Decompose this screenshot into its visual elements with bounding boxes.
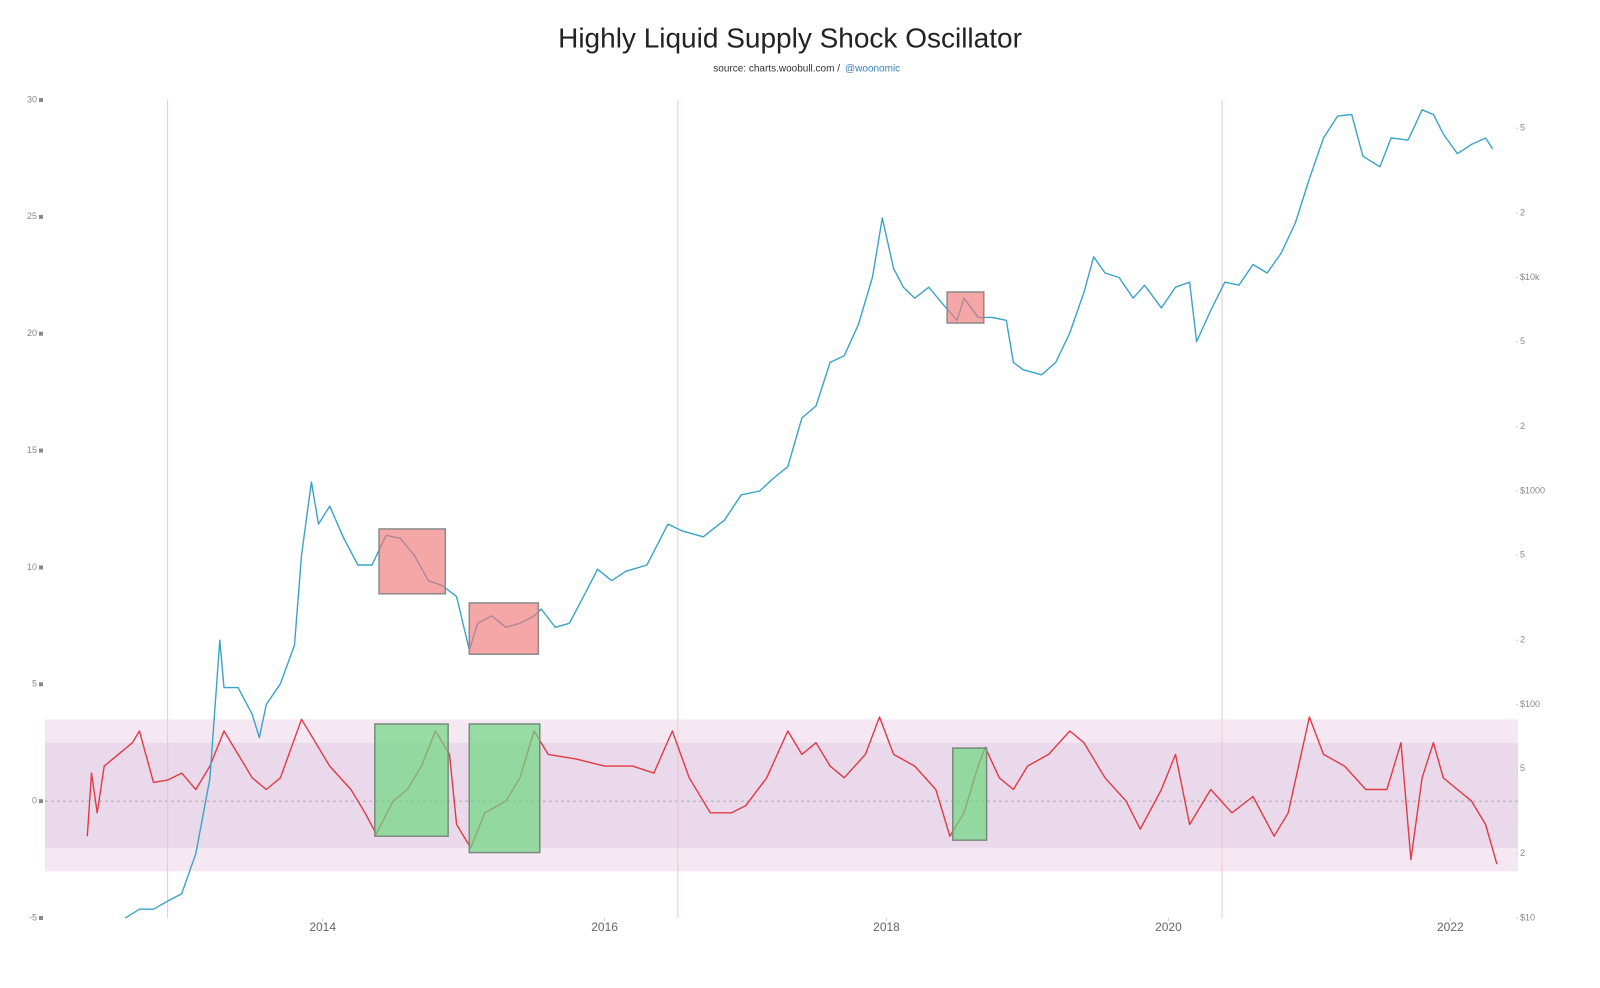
y2-tick-label: $10	[1520, 912, 1535, 922]
band	[45, 742, 1518, 848]
y-tick-mark	[39, 98, 43, 102]
series-line	[86, 716, 1498, 865]
x-tick-label: 2018	[873, 920, 900, 934]
y-tick-mark	[39, 448, 43, 453]
y-tick-mark	[39, 565, 43, 570]
y-tick-mark	[39, 682, 43, 687]
y2-tick-label: 5	[1520, 763, 1525, 773]
y-tick-mark	[39, 331, 43, 336]
y2-tick-label: 2	[1520, 208, 1525, 218]
chart-subtitle-handle: @woonomic	[845, 64, 900, 75]
y-tick-mark	[39, 799, 43, 804]
y-tick-label: 10	[27, 562, 37, 572]
y2-tick-label: $100	[1520, 699, 1540, 709]
y-tick-label: 25	[27, 211, 37, 221]
y-tick-label: 0	[32, 796, 37, 806]
y2-tick-label: 5	[1520, 123, 1525, 133]
series-line	[124, 109, 1494, 919]
oscillator-box	[468, 723, 541, 854]
y-tick-label: 30	[27, 94, 37, 104]
x-tick-label: 2020	[1155, 920, 1182, 934]
chart-subtitle: source: charts.woobull.com /	[713, 64, 840, 75]
y2-tick-label: 5	[1520, 550, 1525, 560]
y2-tick-label: 2	[1520, 848, 1525, 858]
y-tick-label: 20	[27, 328, 37, 338]
oscillator-box	[374, 723, 449, 837]
y2-tick-label: 2	[1520, 421, 1525, 431]
x-tick-label: 2014	[309, 920, 336, 934]
price-box	[378, 528, 447, 595]
y-tick-label: 15	[27, 445, 37, 455]
y-tick-mark	[39, 214, 43, 219]
y2-tick-label: $1000	[1520, 485, 1545, 495]
y-tick-mark	[39, 916, 43, 920]
price-box	[946, 291, 985, 324]
price-box	[468, 602, 540, 655]
y-tick-label: -5	[29, 912, 37, 922]
oscillator-box	[952, 747, 988, 841]
y2-tick-label: $10k	[1520, 272, 1540, 282]
y-tick-label: 5	[32, 679, 37, 689]
x-tick-label: 2016	[591, 920, 618, 934]
y2-tick-label: 5	[1520, 336, 1525, 346]
chart-title: Highly Liquid Supply Shock Oscillator	[558, 22, 1022, 53]
x-tick-label: 2022	[1437, 920, 1464, 934]
y2-tick-label: 2	[1520, 635, 1525, 645]
